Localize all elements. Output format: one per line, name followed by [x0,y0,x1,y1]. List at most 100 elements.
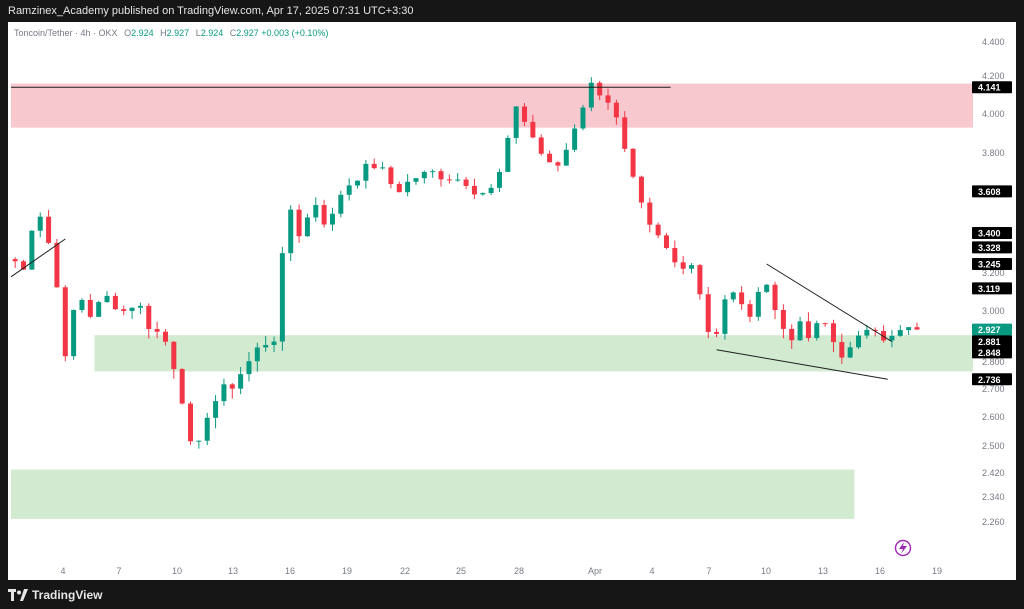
wedge-upper-line[interactable] [766,263,893,343]
candle-body[interactable] [563,149,569,166]
candle-body[interactable] [363,163,369,181]
candle-body[interactable] [304,217,310,237]
candle-body[interactable] [705,294,711,332]
candle-body[interactable] [605,95,611,103]
candle-body[interactable] [772,284,778,311]
candle-body[interactable] [471,185,477,195]
candle-body[interactable] [104,295,110,303]
candle-body[interactable] [162,331,168,342]
candle-body[interactable] [380,167,386,169]
candle-body[interactable] [21,261,27,270]
candle-body[interactable] [463,179,469,186]
lower-support-zone[interactable] [11,469,855,519]
candle-body[interactable] [597,82,603,96]
candle-body[interactable] [530,121,536,138]
candle-body[interactable] [96,302,102,317]
candle-body[interactable] [797,321,803,341]
candle-body[interactable] [154,328,160,332]
candle-body[interactable] [906,327,912,331]
candle-body[interactable] [288,209,294,254]
candle-body[interactable] [805,321,811,339]
candle-body[interactable] [663,235,669,248]
candle-body[interactable] [897,330,903,336]
candle-body[interactable] [146,305,152,329]
candle-body[interactable] [622,117,628,149]
candle-body[interactable] [613,102,619,118]
candle-body[interactable] [388,167,394,185]
tradingview-logo-icon[interactable] [8,589,28,602]
candle-body[interactable] [488,187,494,194]
candle-body[interactable] [229,384,235,389]
candle-body[interactable] [171,341,177,370]
candle-body[interactable] [213,401,219,418]
candle-body[interactable] [62,287,68,357]
candle-body[interactable] [46,216,52,243]
candle-body[interactable] [221,384,227,402]
candle-body[interactable] [329,213,335,225]
candle-body[interactable] [572,128,578,150]
candle-body[interactable] [722,299,728,334]
candle-body[interactable] [196,440,202,442]
candle-body[interactable] [588,82,594,108]
candle-body[interactable] [513,106,519,138]
lightning-icon[interactable] [894,539,912,557]
candle-body[interactable] [680,262,686,269]
chart-area[interactable]: 4.4004.2004.0003.8003.6003.4003.2003.000… [8,22,1016,580]
candle-body[interactable] [689,265,695,269]
candle-body[interactable] [764,284,770,292]
candle-body[interactable] [54,242,60,288]
candle-body[interactable] [438,171,444,180]
candle-body[interactable] [405,181,411,193]
candle-body[interactable] [396,184,402,193]
candle-body[interactable] [279,253,285,342]
candle-body[interactable] [555,162,561,166]
candle-body[interactable] [430,171,436,173]
candle-body[interactable] [547,153,553,163]
candle-body[interactable] [914,327,920,330]
candle-body[interactable] [814,323,820,339]
candle-body[interactable] [672,247,678,263]
candle-body[interactable] [747,304,753,317]
candle-body[interactable] [455,179,461,181]
candle-body[interactable] [179,369,185,404]
downtrend-line-left[interactable] [10,238,66,278]
candle-body[interactable] [371,163,377,169]
candle-body[interactable] [505,137,511,172]
candle-body[interactable] [129,307,135,312]
candle-body[interactable] [638,176,644,203]
candle-body[interactable] [714,331,720,334]
candle-body[interactable] [480,193,486,195]
candle-body[interactable] [87,299,93,317]
candle-body[interactable] [204,417,210,441]
candle-body[interactable] [830,323,836,343]
candle-body[interactable] [271,341,277,345]
candle-body[interactable] [522,106,528,122]
candle-body[interactable] [647,202,653,225]
candle-body[interactable] [29,230,35,270]
candle-body[interactable] [822,323,828,325]
candle-body[interactable] [697,265,703,295]
candle-body[interactable] [37,216,43,231]
price-chart[interactable]: 4.4004.2004.0003.8003.6003.4003.2003.000… [8,22,1016,580]
candle-body[interactable] [872,329,878,332]
candle-body[interactable] [496,171,502,188]
candle-body[interactable] [421,171,427,179]
wedge-lower-line[interactable] [716,349,888,380]
candle-body[interactable] [780,310,786,329]
candle-body[interactable] [730,292,736,300]
candle-body[interactable] [839,342,845,358]
candle-body[interactable] [254,347,260,362]
candle-body[interactable] [864,329,870,336]
candle-body[interactable] [580,107,586,129]
resistance-zone[interactable] [11,83,973,128]
candle-body[interactable] [655,224,661,236]
candle-body[interactable] [881,331,887,341]
candle-body[interactable] [313,205,319,218]
candle-body[interactable] [112,295,118,310]
candle-body[interactable] [246,361,252,375]
candle-body[interactable] [188,403,194,442]
candle-body[interactable] [630,148,636,177]
candle-body[interactable] [856,335,862,348]
candle-body[interactable] [137,305,143,308]
tradingview-brand[interactable]: TradingView [32,588,103,602]
